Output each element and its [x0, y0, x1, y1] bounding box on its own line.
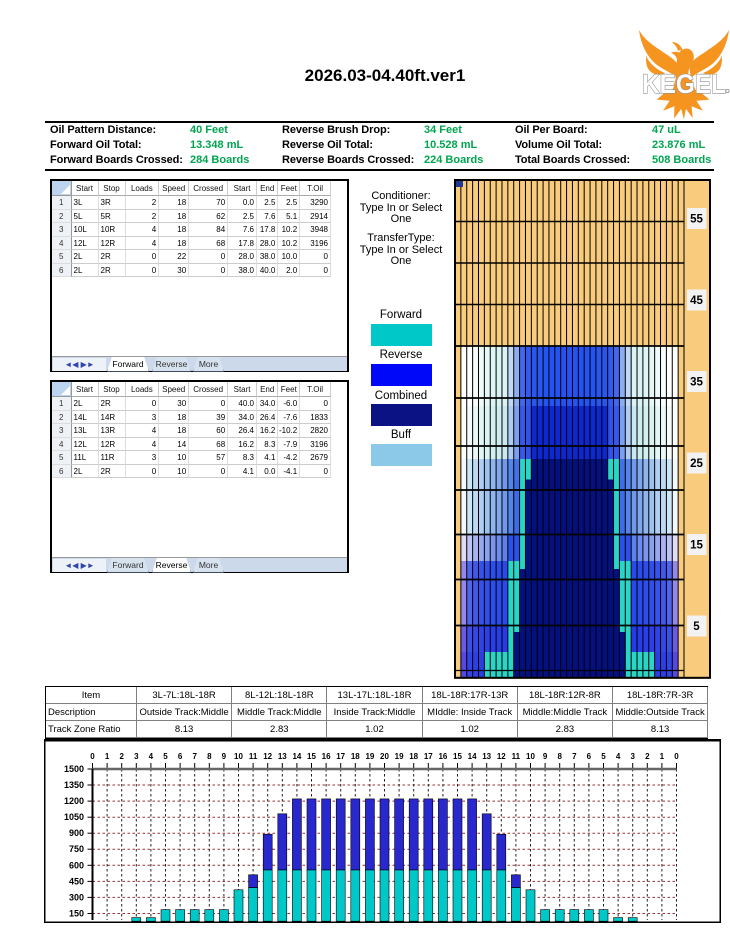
svg-text:14: 14 [292, 752, 301, 761]
svg-text:300: 300 [69, 892, 84, 902]
svg-text:4: 4 [616, 752, 621, 761]
svg-text:750: 750 [69, 844, 84, 854]
svg-text:450: 450 [69, 876, 84, 886]
svg-text:13: 13 [278, 752, 287, 761]
svg-text:45: 45 [690, 295, 703, 307]
svg-text:20: 20 [380, 752, 389, 761]
svg-text:12: 12 [263, 752, 272, 761]
svg-text:KEGEL: KEGEL [642, 69, 726, 99]
svg-text:17: 17 [424, 752, 433, 761]
svg-text:3: 3 [134, 752, 139, 761]
svg-text:1500: 1500 [64, 764, 84, 774]
svg-text:19: 19 [365, 752, 374, 761]
svg-text:9: 9 [222, 752, 227, 761]
svg-text:11: 11 [512, 752, 521, 761]
svg-text:1200: 1200 [64, 796, 84, 806]
svg-text:10: 10 [234, 752, 243, 761]
svg-text:17: 17 [336, 752, 345, 761]
svg-text:5: 5 [601, 752, 606, 761]
svg-text:16: 16 [322, 752, 331, 761]
svg-text:14: 14 [468, 752, 477, 761]
svg-text:9: 9 [543, 752, 548, 761]
svg-text:8: 8 [557, 752, 562, 761]
svg-text:0: 0 [90, 752, 95, 761]
svg-text:19: 19 [395, 752, 404, 761]
svg-text:7: 7 [192, 752, 197, 761]
svg-text:6: 6 [178, 752, 183, 761]
svg-text:11: 11 [249, 752, 258, 761]
svg-text:35: 35 [690, 377, 703, 389]
svg-text:1350: 1350 [64, 780, 84, 790]
svg-text:1: 1 [105, 752, 110, 761]
svg-text:150: 150 [69, 909, 84, 919]
svg-text:18: 18 [351, 752, 360, 761]
svg-text:15: 15 [453, 752, 462, 761]
svg-text:16: 16 [438, 752, 447, 761]
svg-text:900: 900 [69, 828, 84, 838]
svg-text:5: 5 [163, 752, 168, 761]
svg-text:1050: 1050 [64, 812, 84, 822]
svg-text:18: 18 [409, 752, 418, 761]
svg-text:10: 10 [526, 752, 535, 761]
svg-text:4: 4 [149, 752, 154, 761]
svg-text:13: 13 [482, 752, 491, 761]
svg-text:12: 12 [497, 752, 506, 761]
svg-text:0: 0 [674, 752, 679, 761]
svg-text:15: 15 [307, 752, 316, 761]
svg-text:7: 7 [572, 752, 577, 761]
svg-text:8: 8 [207, 752, 212, 761]
svg-text:55: 55 [690, 214, 703, 226]
svg-text:15: 15 [690, 540, 703, 552]
svg-text:5: 5 [693, 621, 700, 633]
svg-text:1: 1 [660, 752, 665, 761]
svg-text:3: 3 [630, 752, 635, 761]
svg-text:2: 2 [645, 752, 650, 761]
svg-text:25: 25 [690, 458, 703, 470]
svg-text:2: 2 [119, 752, 124, 761]
svg-text:600: 600 [69, 860, 84, 870]
svg-text:6: 6 [587, 752, 592, 761]
